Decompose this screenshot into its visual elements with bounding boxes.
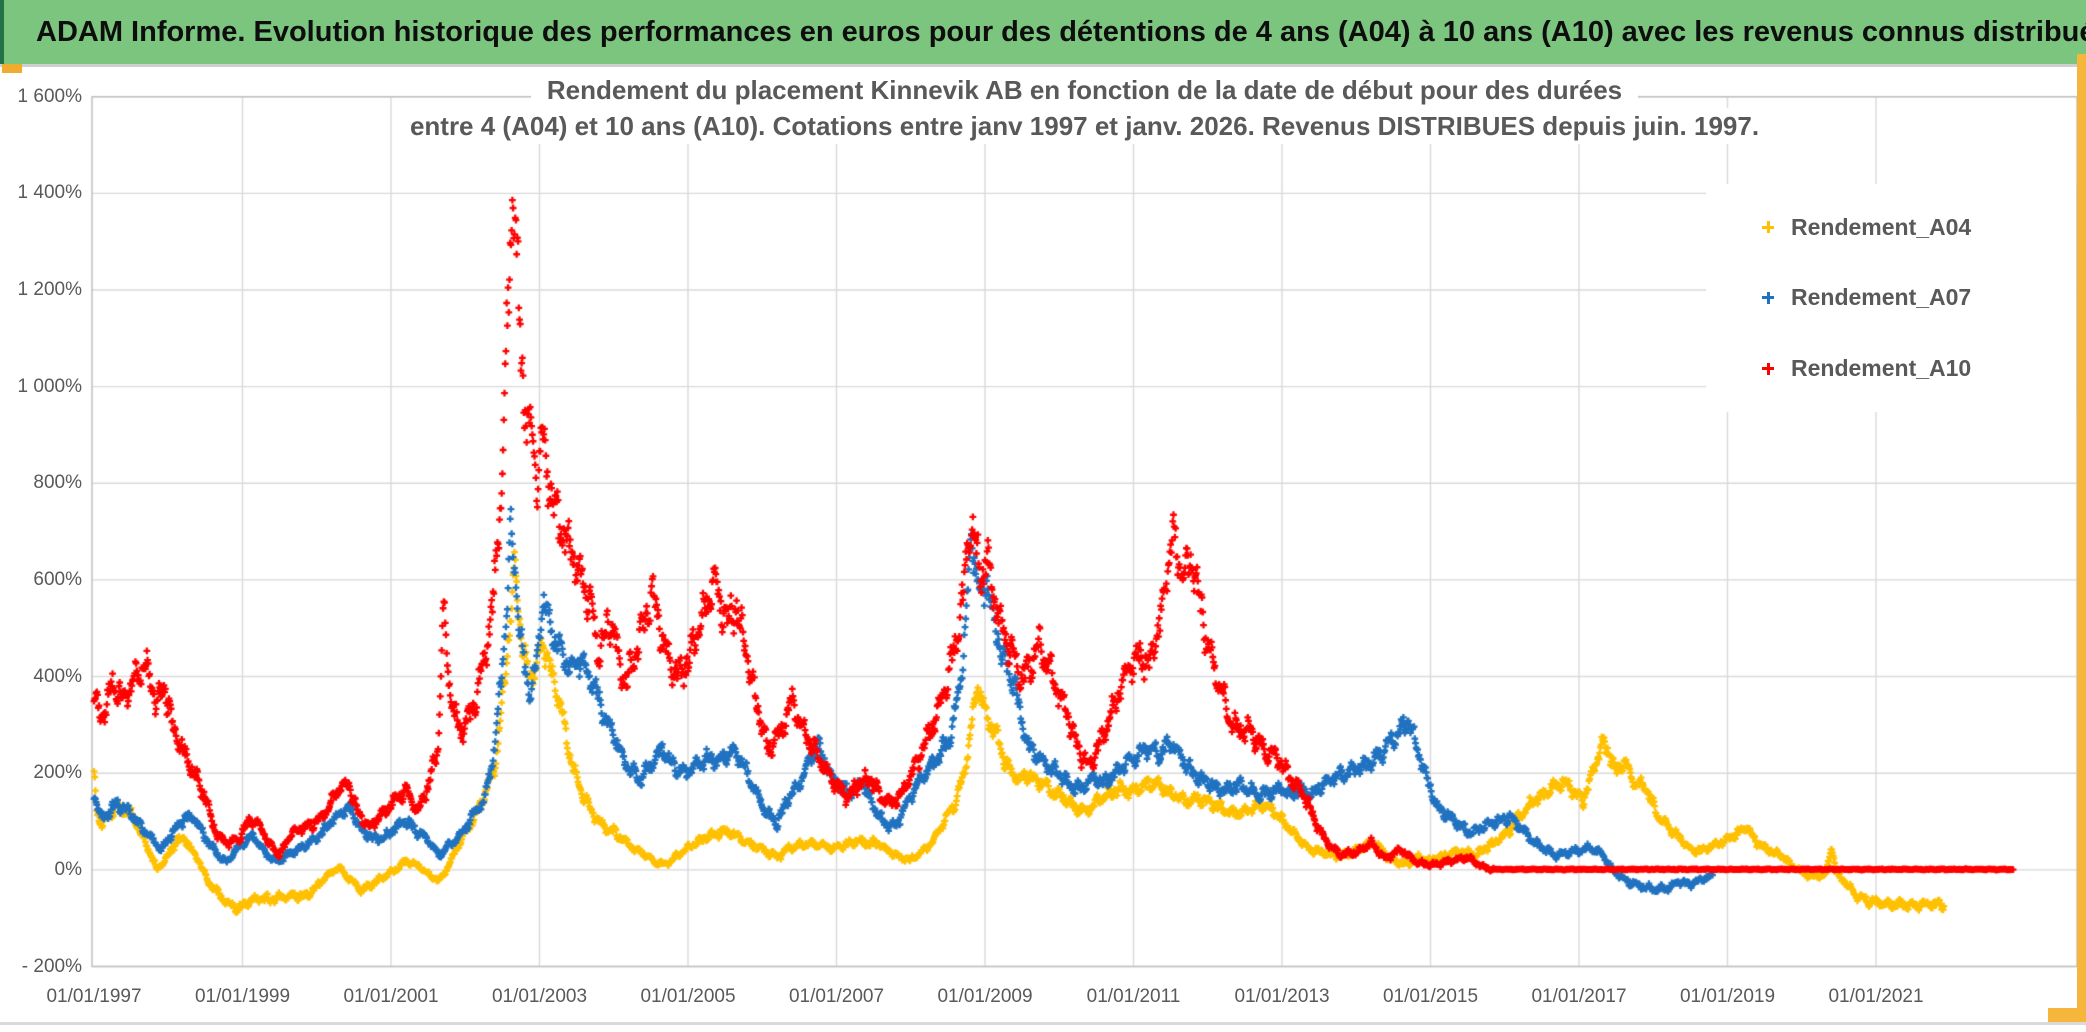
page-header-bar: ADAM Informe. Evolution historique des p… (0, 0, 2086, 64)
y-axis-tick-label: 400% (33, 665, 82, 687)
legend-label: Rendement_A04 (1791, 213, 1972, 240)
y-axis-tick-label: 200% (33, 762, 82, 784)
legend-item-a07: Rendement_A07 (1760, 284, 2076, 311)
y-axis-tick-label: 800% (33, 472, 82, 494)
y-axis-tick-label: 1 000% (17, 375, 82, 397)
x-axis-tick-label: 01/01/2013 (1234, 986, 1330, 1007)
gold-accent-tab (2, 64, 22, 73)
x-axis-tick-label: 01/01/2021 (1828, 986, 1924, 1007)
x-axis-tick-label: 01/01/1997 (46, 986, 142, 1007)
x-axis-tick-label: 01/01/2017 (1531, 986, 1627, 1007)
x-axis-tick-label: 01/01/1999 (194, 986, 291, 1007)
x-axis-tick-label: 01/01/2007 (788, 986, 885, 1007)
legend-item-a10: Rendement_A10 (1760, 355, 2076, 382)
x-axis-tick-label: 01/01/2011 (1086, 986, 1181, 1007)
y-axis-tick-label: 1 600% (17, 85, 82, 107)
y-axis-tick-label: 0% (54, 858, 82, 880)
plus-marker-icon (1760, 290, 1776, 306)
y-axis-tick-label: - 200% (21, 955, 82, 977)
x-axis-tick-label: 01/01/2005 (640, 986, 736, 1007)
header-divider (0, 64, 2086, 67)
x-axis-tick-label: 01/01/2009 (937, 986, 1033, 1007)
y-axis-tick-label: 1 200% (17, 278, 82, 300)
x-axis-tick-label: 01/01/2003 (491, 986, 588, 1007)
bottom-divider (0, 1022, 2086, 1025)
x-axis-tick-label: 01/01/2015 (1382, 986, 1479, 1007)
legend-label: Rendement_A07 (1791, 284, 1972, 311)
y-axis-tick-label: 600% (33, 568, 82, 590)
gold-right-border (2077, 54, 2086, 1022)
legend-label: Rendement_A10 (1791, 355, 1972, 382)
plus-marker-icon (1760, 361, 1776, 377)
chart-legend: Rendement_A04 Rendement_A07 Rendement_A10 (1706, 184, 2076, 412)
legend-item-a04: Rendement_A04 (1760, 214, 2076, 241)
page-title: ADAM Informe. Evolution historique des p… (36, 15, 2086, 48)
x-axis-tick-label: 01/01/2001 (343, 986, 439, 1007)
x-axis-tick-label: 01/01/2019 (1679, 986, 1776, 1007)
y-axis-tick-label: 1 400% (17, 182, 82, 204)
plus-marker-icon (1760, 219, 1776, 235)
gold-corner-accent (2048, 1008, 2086, 1022)
